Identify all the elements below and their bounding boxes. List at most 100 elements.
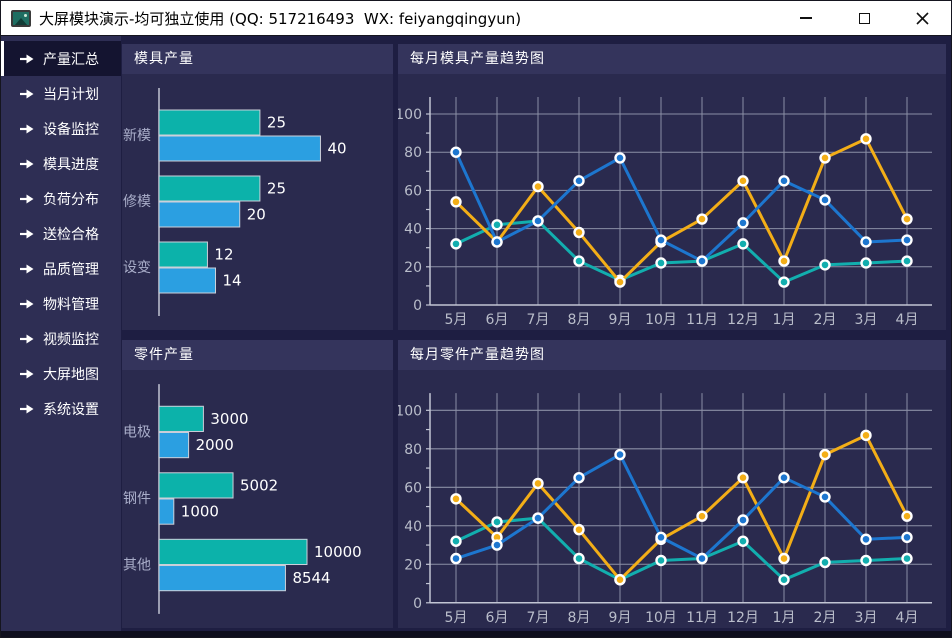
arrow-right-icon [20, 124, 34, 133]
panel-mold-output: 模具产量 25 40 新模 25 20 修模 12 14 设变 [122, 44, 393, 330]
svg-text:3月: 3月 [855, 610, 878, 626]
svg-text:20: 20 [404, 260, 422, 276]
sidebar-item-label: 物料管理 [43, 296, 99, 313]
svg-text:100: 100 [398, 403, 422, 419]
arrow-right-icon [20, 54, 34, 63]
parts-output-bar-chart: 3000 2000 电极 5002 1000 钢件 10000 8544 其他 [123, 384, 362, 614]
svg-text:5002: 5002 [240, 476, 278, 494]
svg-text:3000: 3000 [210, 410, 248, 428]
svg-text:20: 20 [247, 206, 266, 224]
svg-text:10月: 10月 [645, 610, 677, 626]
svg-text:40: 40 [404, 222, 422, 238]
minimize-button[interactable] [777, 1, 835, 35]
svg-text:12月: 12月 [727, 312, 759, 328]
sidebar-item-label: 当月计划 [43, 86, 99, 103]
sidebar-item-1[interactable]: 产量汇总 [1, 41, 121, 76]
panel-title-parts-trend: 每月零件产量趋势图 [398, 340, 946, 370]
mold-trend-chart-area: 0 20 40 60 80 100 5月 6月 7月 8月 9月 10月 11月 12月 1月 2月 3月 4月 [398, 74, 946, 330]
sidebar-item-7[interactable]: 品质管理 [1, 251, 121, 286]
sidebar-item-3[interactable]: 设备监控 [1, 111, 121, 146]
sidebar-item-5[interactable]: 负荷分布 [1, 181, 121, 216]
svg-text:2月: 2月 [814, 610, 837, 626]
arrow-right-icon [20, 404, 34, 413]
svg-text:8月: 8月 [568, 610, 591, 626]
minimize-icon [800, 17, 812, 19]
close-button[interactable] [893, 1, 951, 35]
svg-text:5月: 5月 [445, 610, 468, 626]
svg-text:80: 80 [404, 442, 422, 458]
panel-title-mold-output: 模具产量 [122, 44, 393, 74]
svg-text:2000: 2000 [196, 436, 234, 454]
svg-text:修模: 修模 [123, 194, 151, 210]
sidebar-item-label: 大屏地图 [43, 366, 99, 383]
maximize-icon [858, 12, 870, 24]
svg-text:8544: 8544 [292, 569, 330, 587]
sidebar-item-label: 系统设置 [43, 401, 99, 418]
svg-text:8月: 8月 [568, 312, 591, 328]
sidebar-item-label: 视频监控 [43, 331, 99, 348]
sidebar-item-label: 产量汇总 [43, 51, 99, 68]
svg-text:9月: 9月 [609, 312, 632, 328]
svg-text:0: 0 [413, 298, 422, 314]
svg-text:80: 80 [404, 145, 422, 161]
arrow-right-icon [20, 334, 34, 343]
svg-text:6月: 6月 [486, 610, 509, 626]
sidebar-item-label: 设备监控 [43, 121, 99, 138]
svg-text:11月: 11月 [686, 610, 718, 626]
svg-text:20: 20 [404, 557, 422, 573]
panel-title-parts-output: 零件产量 [122, 340, 393, 370]
svg-text:40: 40 [327, 140, 346, 158]
arrow-right-icon [20, 264, 34, 273]
sidebar-item-label: 负荷分布 [43, 191, 99, 208]
panel-title-mold-trend: 每月模具产量趋势图 [398, 44, 946, 74]
arrow-right-icon [20, 89, 34, 98]
maximize-button[interactable] [835, 1, 893, 35]
svg-text:100: 100 [398, 107, 422, 123]
window-title: 大屏模块演示-均可独立使用 (QQ: 517216493 WX: feiyang… [39, 9, 522, 28]
svg-text:10000: 10000 [314, 543, 362, 561]
arrow-right-icon [20, 369, 34, 378]
panel-parts-trend: 每月零件产量趋势图 0 20 40 60 80 100 5月 6月 7月 8月 9月 10月 11月 12… [398, 340, 946, 628]
window-bottom-edge [1, 631, 951, 637]
svg-text:60: 60 [404, 183, 422, 199]
svg-text:其他: 其他 [123, 558, 151, 574]
sidebar-item-2[interactable]: 当月计划 [1, 76, 121, 111]
svg-text:设变: 设变 [123, 260, 151, 276]
svg-text:7月: 7月 [527, 610, 550, 626]
sidebar-item-8[interactable]: 物料管理 [1, 286, 121, 321]
mold-trend-line-chart: 0 20 40 60 80 100 5月 6月 7月 8月 9月 10月 11月 12月 1月 2月 3月 4月 [398, 97, 932, 328]
app-image-icon [11, 9, 31, 27]
svg-text:钢件: 钢件 [123, 491, 151, 507]
sidebar-item-6[interactable]: 送检合格 [1, 216, 121, 251]
close-icon [915, 11, 929, 25]
panel-mold-trend: 每月模具产量趋势图 0 20 40 60 80 100 5月 6月 7月 8月 9月 10月 11月 12… [398, 44, 946, 330]
svg-text:6月: 6月 [486, 312, 509, 328]
svg-text:11月: 11月 [686, 312, 718, 328]
svg-text:25: 25 [267, 180, 286, 198]
sidebar-item-4[interactable]: 模具进度 [1, 146, 121, 181]
svg-text:14: 14 [223, 272, 242, 290]
sidebar-item-9[interactable]: 视频监控 [1, 321, 121, 356]
svg-text:0: 0 [413, 596, 422, 612]
svg-text:电极: 电极 [123, 424, 151, 440]
svg-text:60: 60 [404, 480, 422, 496]
parts-trend-line-chart: 0 20 40 60 80 100 5月 6月 7月 8月 9月 10月 11月 12月 1月 2月 3月 4月 [398, 393, 932, 626]
parts-output-chart-area: 3000 2000 电极 5002 1000 钢件 10000 8544 其他 [122, 370, 393, 628]
sidebar-item-10[interactable]: 大屏地图 [1, 356, 121, 391]
sidebar-item-11[interactable]: 系统设置 [1, 391, 121, 426]
panel-parts-output: 零件产量 3000 2000 电极 5002 1000 钢件 10000 8544 其他 [122, 340, 393, 628]
window-controls [777, 1, 951, 35]
svg-text:1月: 1月 [773, 312, 796, 328]
arrow-right-icon [20, 299, 34, 308]
svg-text:12月: 12月 [727, 610, 759, 626]
svg-text:4月: 4月 [896, 312, 919, 328]
svg-text:2月: 2月 [814, 312, 837, 328]
svg-text:40: 40 [404, 519, 422, 535]
svg-text:1月: 1月 [773, 610, 796, 626]
svg-text:9月: 9月 [609, 610, 632, 626]
mold-output-chart-area: 25 40 新模 25 20 修模 12 14 设变 [122, 74, 393, 330]
svg-text:12: 12 [214, 246, 233, 264]
app-body: 产量汇总 当月计划 设备监控 模具进度 负荷分布 送检合格 [1, 36, 951, 631]
parts-trend-chart-area: 0 20 40 60 80 100 5月 6月 7月 8月 9月 10月 11月 12月 1月 2月 3月 4月 [398, 370, 946, 628]
